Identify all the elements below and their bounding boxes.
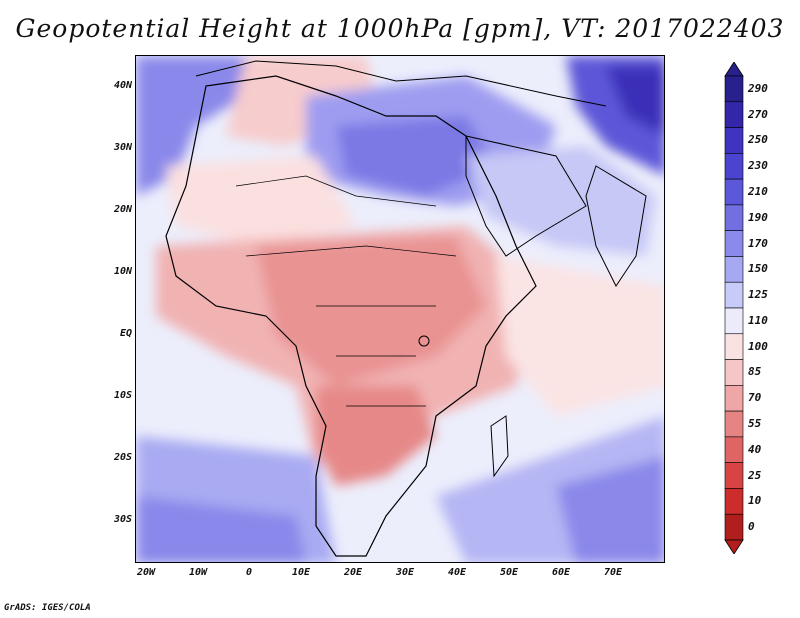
colorbar-swatch (724, 513, 744, 541)
colorbar-swatch (724, 281, 744, 309)
colorbar-swatch (724, 101, 744, 128)
colorbar-swatch (724, 230, 744, 257)
lon-label: 60E (551, 567, 571, 578)
colorbar (724, 62, 744, 554)
colorbar-label: 290 (748, 81, 768, 95)
colorbar-swatch (724, 204, 744, 231)
colorbar-top-arrow (724, 62, 744, 77)
map-title: Geopotential Height at 1000hPa [gpm], VT… (15, 14, 785, 43)
colorbar-swatch (724, 359, 744, 386)
lat-label: 20S (113, 452, 132, 463)
lon-label: 70E (603, 567, 623, 578)
lat-label: 30S (113, 514, 132, 525)
lon-label: 10E (291, 567, 311, 578)
lon-label: 0 (245, 567, 253, 578)
lon-label: 20W (136, 567, 156, 578)
colorbar-swatch (724, 178, 744, 206)
colorbar-swatch (724, 256, 744, 283)
colorbar-swatch (724, 488, 744, 515)
colorbar-label: 40 (748, 442, 762, 456)
colorbar-label: 270 (748, 107, 768, 121)
lon-label: 40E (447, 567, 467, 578)
colorbar-label: 110 (748, 313, 768, 327)
colorbar-label: 190 (748, 210, 768, 224)
colorbar-label: 25 (748, 468, 762, 482)
map-panel (135, 55, 665, 563)
colorbar-swatch (724, 153, 744, 180)
colorbar-swatch (724, 410, 744, 438)
colorbar-label: 150 (748, 262, 768, 276)
lon-label: 50E (499, 567, 519, 578)
colorbar-swatch (724, 385, 744, 412)
lon-label: 10W (188, 567, 208, 578)
colorbar-swatch (724, 127, 744, 154)
colorbar-label: 230 (748, 159, 768, 173)
footer-credit: GrADS: IGES/COLA (4, 603, 91, 613)
colorbar-label: 85 (748, 365, 762, 379)
colorbar-bottom-arrow (724, 539, 744, 554)
colorbar-label: 0 (748, 520, 755, 534)
colorbar-swatch (724, 75, 744, 103)
colorbar-label: 170 (748, 236, 768, 250)
colorbar-label: 250 (748, 133, 768, 147)
lat-label: 10S (113, 390, 132, 401)
lat-label: 10N (113, 266, 132, 277)
colorbar-swatch (724, 307, 744, 335)
lon-label: 20E (343, 567, 363, 578)
geopotential-field (136, 56, 664, 562)
colorbar-label: 125 (748, 288, 768, 302)
lat-label: 40N (113, 80, 132, 91)
colorbar-label: 100 (748, 339, 768, 353)
colorbar-label: 55 (748, 417, 762, 430)
lon-label: 30E (395, 567, 415, 578)
colorbar-label: 210 (748, 185, 768, 198)
colorbar-swatch (724, 462, 744, 489)
lat-label: 20N (113, 204, 132, 215)
colorbar-label: 10 (748, 494, 762, 508)
colorbar-label: 70 (748, 391, 762, 405)
lat-label: EQ (119, 328, 132, 339)
lat-label: 30N (113, 142, 132, 153)
colorbar-swatch (724, 436, 744, 463)
colorbar-swatch (724, 333, 744, 360)
